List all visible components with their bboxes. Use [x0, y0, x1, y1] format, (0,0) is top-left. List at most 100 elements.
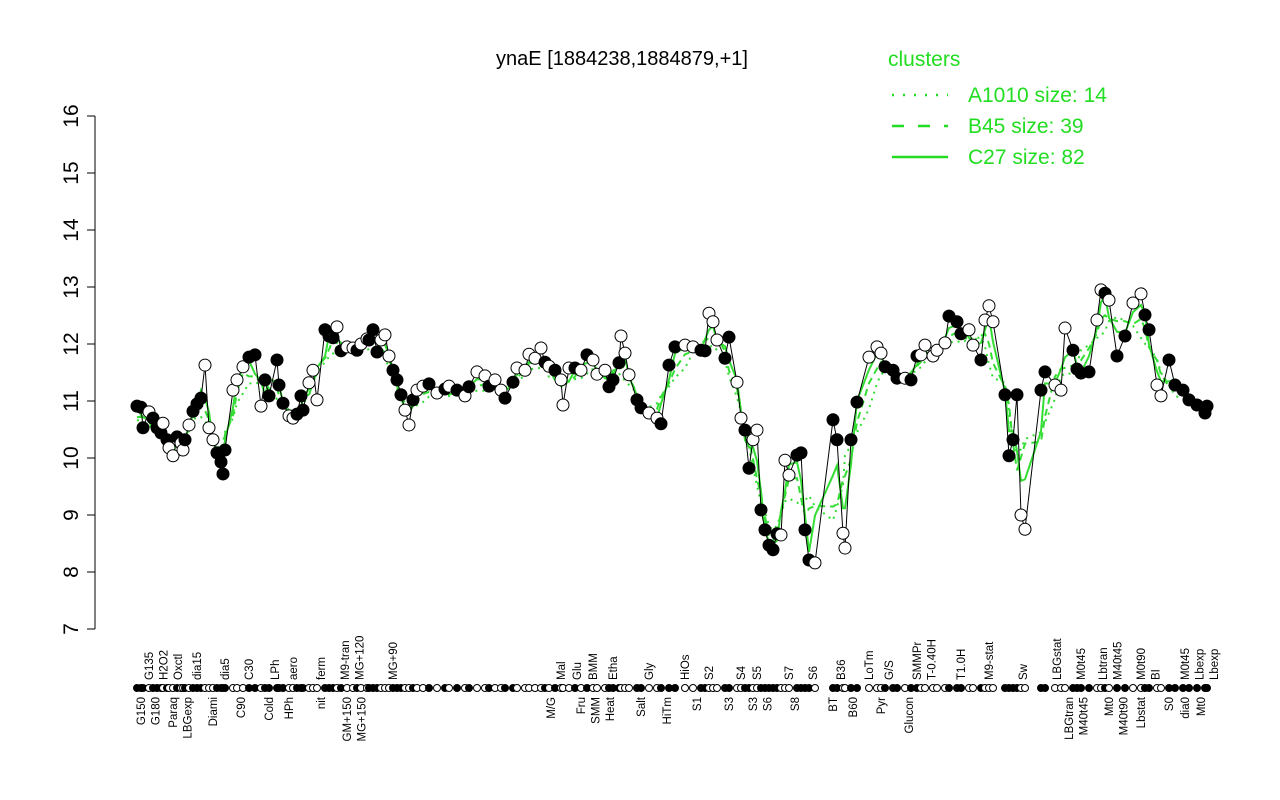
rug-mark [265, 684, 273, 692]
rug-mark [865, 684, 873, 692]
x-label: SMMPr [912, 642, 924, 681]
x-label: M9-tran [340, 640, 352, 680]
data-point [270, 353, 284, 367]
x-label: B60 [848, 697, 860, 717]
rug-mark [989, 684, 997, 692]
rug-mark [657, 684, 665, 692]
x-label: Glucon [904, 697, 916, 733]
x-label: M/G [546, 697, 558, 719]
rug-mark [445, 684, 453, 692]
x-label: dia0 [1180, 697, 1192, 719]
rug-mark [945, 684, 953, 692]
data-point [178, 433, 192, 447]
rug-mark [681, 684, 689, 692]
data-point [598, 363, 612, 377]
x-label: ferm [316, 657, 328, 680]
data-point [254, 399, 268, 413]
data-point [742, 461, 756, 475]
data-point [766, 543, 780, 557]
x-label: S5 [752, 666, 764, 680]
data-point [1066, 343, 1080, 357]
x-label: S2 [704, 666, 716, 680]
x-label: LBGexp [183, 697, 195, 739]
x-label: S0 [1164, 697, 1176, 711]
y-tick-label: 8 [60, 566, 83, 578]
x-label: S1 [692, 697, 704, 711]
data-point [310, 393, 324, 407]
data-point [574, 363, 588, 377]
data-point [230, 373, 244, 387]
rug-mark [725, 684, 733, 692]
x-label: M0t90 [1136, 648, 1148, 680]
x-label: Glu [572, 662, 584, 680]
cluster-line-c27 [136, 292, 1208, 553]
x-label: G180 [151, 697, 163, 725]
x-label: Lbexp [1209, 649, 1221, 680]
y-tick-label: 9 [60, 509, 83, 521]
rug-mark [1113, 684, 1121, 692]
data-point [398, 403, 412, 417]
data-point [654, 417, 668, 431]
data-point [774, 528, 788, 542]
data-point [366, 323, 380, 337]
y-tick-label: 12 [60, 332, 83, 355]
data-point [370, 345, 384, 359]
data-point [214, 455, 228, 469]
data-point [262, 389, 276, 403]
x-label: BI [1151, 669, 1163, 680]
data-point [808, 556, 822, 570]
data-point [378, 328, 392, 342]
x-label: aero [288, 657, 300, 680]
rug-mark [313, 684, 321, 692]
x-label: B36 [836, 660, 848, 680]
data-point [136, 421, 150, 435]
data-point [738, 423, 752, 437]
x-label: M0t45 [1180, 648, 1192, 680]
cluster-lines [136, 292, 1208, 553]
data-point [556, 398, 570, 412]
x-label: S8 [790, 697, 802, 711]
data-point [302, 376, 316, 390]
data-point [844, 433, 858, 447]
data-point [206, 433, 220, 447]
x-label: C30 [244, 659, 256, 680]
x-label: Mt0 [1196, 697, 1208, 716]
rug-mark [671, 684, 679, 692]
rug-mark [785, 684, 793, 692]
x-label: Salt [636, 696, 648, 717]
data-point [710, 333, 724, 347]
data-point [1018, 522, 1032, 536]
data-point [1010, 388, 1024, 402]
y-tick-label: 7 [60, 623, 83, 635]
data-point [548, 363, 562, 377]
x-label: BT [828, 697, 840, 712]
rug-mark [713, 684, 721, 692]
x-label: S7 [784, 666, 796, 680]
data-point [830, 433, 844, 447]
x-label: C90 [236, 697, 248, 718]
data-point [394, 388, 408, 402]
data-point [918, 338, 932, 352]
x-label: HiOs [680, 654, 692, 680]
rug-mark [637, 684, 645, 692]
rug-mark [893, 684, 901, 692]
data-point [836, 526, 850, 540]
data-point [518, 363, 532, 377]
x-label: Mt0 [1104, 697, 1116, 716]
data-point [662, 358, 676, 372]
data-point [276, 396, 290, 410]
data-point [498, 391, 512, 405]
rug-mark [853, 684, 861, 692]
rug-mark [1157, 684, 1165, 692]
rug-mark [433, 684, 441, 692]
data-point [1150, 378, 1164, 392]
x-label: Sw [1018, 663, 1030, 680]
data-point [294, 389, 308, 403]
data-point [966, 338, 980, 352]
x-label: Fru [576, 697, 588, 714]
x-label: S4 [736, 665, 748, 680]
data-point [258, 373, 272, 387]
x-label: S6 [763, 697, 775, 711]
data-point [1102, 293, 1116, 307]
x-label: G135 [144, 652, 156, 680]
